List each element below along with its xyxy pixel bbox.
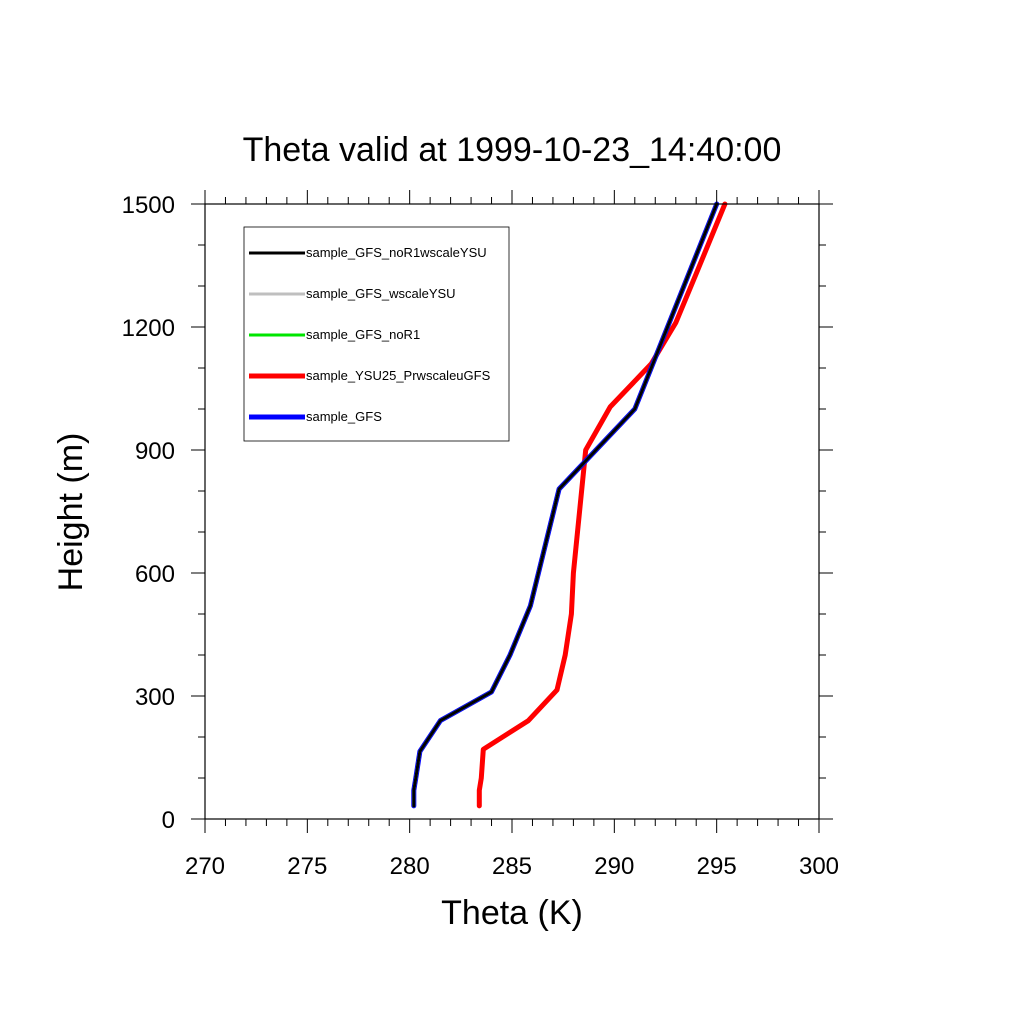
legend: sample_GFS_noR1wscaleYSU sample_GFS_wscal… (243, 226, 510, 442)
chart-title: Theta valid at 1999-10-23_14:40:00 (243, 131, 782, 169)
y-tick-label: 300 (135, 684, 175, 711)
legend-label: sample_GFS_noR1 (306, 327, 420, 342)
legend-label: sample_YSU25_PrwscaleuGFS (306, 368, 491, 383)
series-line-sample_GFS_noR1wscaleYSU (412, 202, 719, 808)
y-tick-label: 600 (135, 561, 175, 588)
x-tick-label: 290 (594, 853, 634, 880)
x-axis-title: Theta (K) (441, 894, 583, 932)
y-tick-label: 900 (135, 438, 175, 465)
series-line-sample_YSU25_PrwscaleuGFS (476, 201, 728, 809)
x-tick-label: 275 (287, 853, 327, 880)
y-tick-label: 0 (162, 807, 175, 834)
legend-label: sample_GFS_wscaleYSU (306, 286, 456, 301)
y-tick-label: 1500 (122, 192, 175, 219)
y-tick-label: 1200 (122, 315, 175, 342)
legend-label: sample_GFS_noR1wscaleYSU (306, 245, 487, 260)
legend-label: sample_GFS (306, 409, 382, 424)
x-tick-label: 285 (492, 853, 532, 880)
ticks-layer (191, 190, 833, 833)
x-tick-label: 270 (185, 853, 225, 880)
tick-labels-layer: 270 275 280 285 290 295 300 0 300 600 900 1200 1500 (122, 192, 839, 880)
x-tick-label: 280 (390, 853, 430, 880)
x-tick-label: 295 (697, 853, 737, 880)
x-tick-label: 300 (799, 853, 839, 880)
y-axis-title: Height (m) (52, 433, 90, 592)
series-layer (411, 201, 728, 809)
legend-items: sample_GFS_noR1wscaleYSU sample_GFS_wscal… (249, 245, 491, 424)
